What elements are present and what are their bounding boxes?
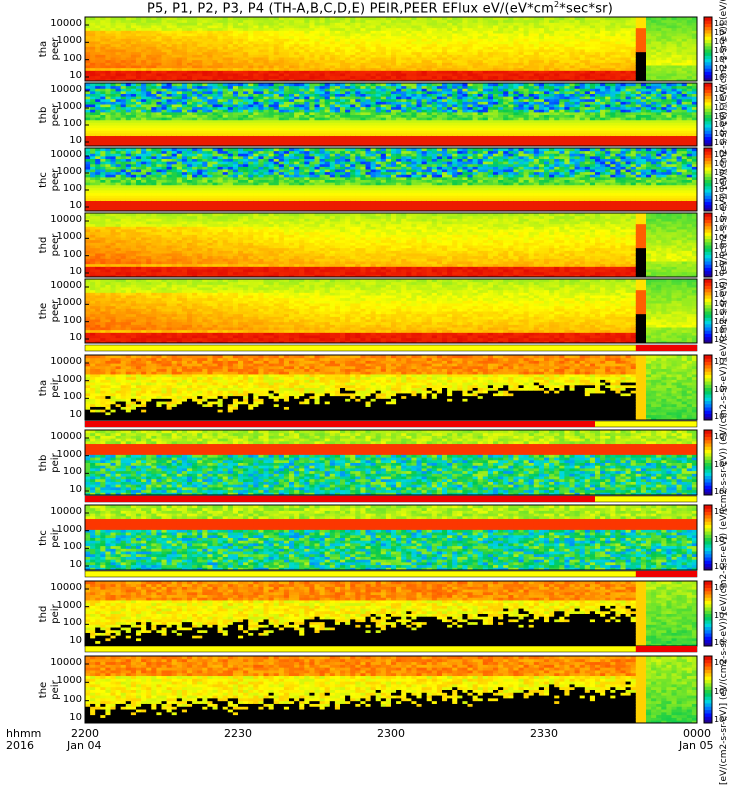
colorbar-step [704, 49, 712, 53]
colorbar-step [704, 62, 712, 66]
colorbar-step [704, 20, 712, 24]
colorbar-step [704, 75, 712, 79]
colorbar-step [704, 52, 712, 56]
colorbar-step [704, 59, 712, 63]
colorbar-step [704, 65, 712, 69]
colorbar-step [704, 71, 712, 75]
colorbar-step [704, 17, 712, 21]
colorbar-step [704, 33, 712, 37]
panel-thb-peer [85, 83, 712, 147]
colorbar-step [704, 30, 712, 34]
colorbar-step [704, 46, 712, 50]
colorbar-step [704, 23, 712, 27]
colorbar-step [704, 27, 712, 31]
colorbar-step [704, 36, 712, 40]
spectrogram-stack [0, 0, 750, 800]
panel-tha-peer [85, 17, 712, 82]
colorbar-step [704, 68, 712, 72]
colorbar-step [704, 55, 712, 59]
colorbar-step [704, 39, 712, 43]
colorbar-step [704, 43, 712, 47]
